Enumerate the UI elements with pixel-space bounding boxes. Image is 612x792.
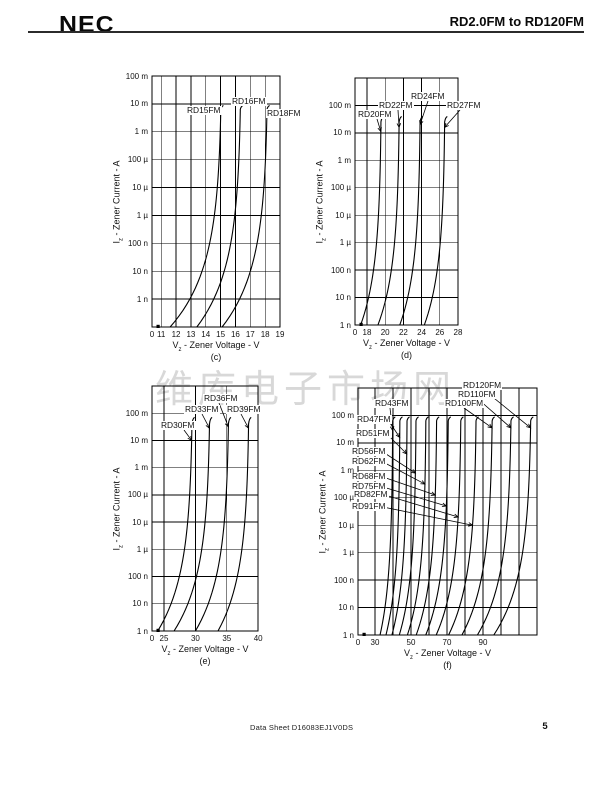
leader-RD39FM bbox=[240, 413, 249, 429]
curve-RD43FM bbox=[379, 416, 396, 636]
leader-RD120FM bbox=[483, 389, 531, 429]
leader-arrowhead-RD33FM bbox=[205, 423, 210, 430]
leader-RD27FM bbox=[444, 109, 461, 128]
curve-RD51FM bbox=[391, 416, 410, 636]
axis-break-marker bbox=[156, 324, 160, 328]
leader-RD56FM bbox=[382, 451, 416, 474]
plot-frame-d bbox=[354, 77, 459, 326]
curve-RD68FM bbox=[415, 416, 440, 636]
curve-RD82FM bbox=[435, 416, 464, 636]
leader-RD82FM bbox=[384, 494, 459, 518]
leader-RD33FM bbox=[201, 413, 210, 429]
curve-RD33FM bbox=[173, 416, 213, 632]
curve-RD120FM bbox=[493, 416, 534, 636]
curve-RD39FM bbox=[217, 416, 252, 632]
curve-RD22FM bbox=[377, 116, 402, 326]
curve-RD62FM bbox=[406, 416, 429, 636]
leader-arrowhead-RD91FM bbox=[468, 522, 474, 527]
leader-arrowhead-RD39FM bbox=[244, 423, 249, 430]
leader-RD47FM bbox=[387, 419, 401, 438]
document-title: RD2.0FM to RD120FM bbox=[449, 14, 584, 29]
leader-arrowhead-RD120FM bbox=[526, 423, 532, 429]
leader-arrowhead-RD110FM bbox=[506, 423, 512, 429]
leader-arrowhead-RD51FM bbox=[402, 449, 408, 455]
plot-frame-c bbox=[151, 75, 281, 328]
chart-f bbox=[357, 387, 538, 636]
leader-arrowhead-RD82FM bbox=[453, 513, 460, 518]
leader-arrowhead-RD36FM bbox=[224, 422, 229, 428]
curve-RD56FM bbox=[398, 416, 419, 636]
leader-arrowhead-RD27FM bbox=[443, 122, 449, 129]
leader-arrowhead-RD62FM bbox=[420, 480, 426, 485]
leader-RD91FM bbox=[382, 506, 473, 526]
leader-arrowhead-RD30FM bbox=[187, 435, 193, 442]
leader-RD62FM bbox=[382, 461, 426, 485]
leader-RD30FM bbox=[183, 429, 192, 441]
chart-d bbox=[354, 77, 461, 326]
leader-RD20FM bbox=[376, 118, 382, 132]
curve-RD30FM bbox=[157, 416, 195, 632]
leader-RD68FM bbox=[382, 476, 436, 496]
curve-RD20FM bbox=[360, 116, 384, 326]
leader-arrowhead-RD20FM bbox=[377, 127, 382, 133]
axis-break-marker bbox=[362, 632, 366, 636]
curve-RD18FM bbox=[221, 105, 270, 328]
leader-RD100FM bbox=[463, 407, 493, 429]
chart-c bbox=[151, 75, 281, 328]
curve-RD100FM bbox=[461, 416, 495, 636]
leader-arrowhead-RD100FM bbox=[487, 423, 493, 429]
leader-RD36FM bbox=[218, 402, 229, 427]
curve-RD15FM bbox=[169, 105, 224, 328]
curve-RD36FM bbox=[194, 416, 232, 632]
curve-RD47FM bbox=[385, 416, 403, 636]
curve-RD24FM bbox=[399, 116, 423, 326]
grid-f bbox=[358, 387, 538, 636]
curve-RD16FM bbox=[196, 105, 244, 328]
leader-arrowhead-RD75FM bbox=[441, 502, 448, 507]
leader-RD51FM bbox=[386, 433, 408, 455]
plot-frame-e bbox=[151, 385, 259, 632]
page-number: 5 bbox=[542, 721, 548, 732]
chart-e bbox=[151, 385, 259, 632]
leader-arrowhead-RD68FM bbox=[430, 491, 437, 496]
leader-arrowhead-RD22FM bbox=[396, 123, 402, 129]
leader-RD75FM bbox=[382, 486, 447, 507]
curve-RD75FM bbox=[425, 416, 452, 636]
curve-RD110FM bbox=[476, 416, 514, 636]
leader-arrowhead-RD24FM bbox=[419, 120, 424, 126]
leader-arrowhead-RD56FM bbox=[410, 469, 417, 474]
grid-e bbox=[152, 385, 259, 632]
leader-RD24FM bbox=[419, 100, 429, 125]
header-rule bbox=[28, 31, 584, 33]
leader-arrowhead-RD47FM bbox=[395, 432, 401, 439]
curve-RD27FM bbox=[423, 116, 448, 326]
curve-RD91FM bbox=[448, 416, 479, 636]
footer-doc-id: Data Sheet D16083EJ1V0DS bbox=[250, 723, 354, 732]
leader-RD22FM bbox=[397, 109, 400, 128]
plot-frame-f bbox=[357, 387, 538, 636]
